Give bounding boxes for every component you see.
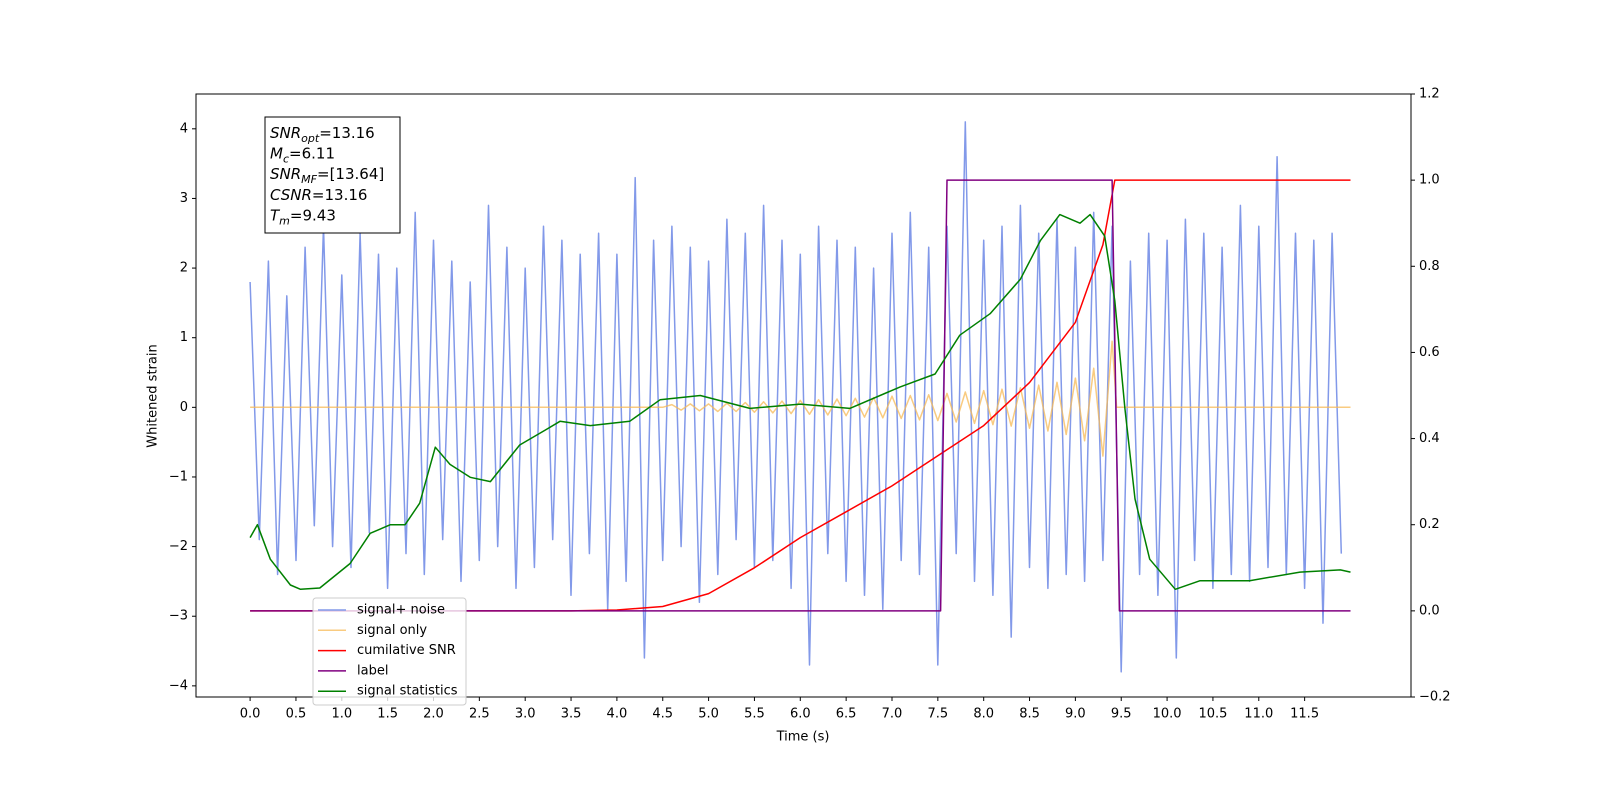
annotation-subscript: c (283, 153, 289, 166)
x-tick-label: 5.5 (744, 707, 765, 722)
x-tick-label: 8.0 (973, 707, 994, 722)
x-tick-label: 1.5 (377, 707, 398, 722)
x-tick-label: 4.5 (652, 707, 673, 722)
x-tick-label: 7.5 (927, 707, 948, 722)
annotation-text: =13.16 (312, 186, 368, 204)
annotation-text: =[13.64] (317, 165, 384, 183)
x-tick-label: 0.0 (240, 707, 261, 722)
x-tick-label: 6.0 (790, 707, 811, 722)
y-axis-label: Whitened strain (146, 344, 161, 447)
legend-label: signal only (357, 623, 427, 638)
annotation-symbol: CSNR (270, 186, 312, 204)
y2-tick-label: 0.2 (1419, 517, 1440, 532)
y-tick-label: −4 (169, 678, 188, 693)
annotation-symbol: SNR (270, 165, 301, 183)
y2-tick-label: 1.2 (1419, 87, 1440, 102)
y2-tick-label: 1.0 (1419, 173, 1440, 188)
annotation-subscript: opt (301, 132, 320, 145)
legend-box (312, 597, 467, 706)
x-tick-label: 10.5 (1198, 707, 1227, 722)
y-tick-label: −1 (169, 469, 188, 484)
x-tick-label: 7.0 (882, 707, 903, 722)
y2-tick-label: 0.8 (1419, 259, 1440, 274)
x-tick-label: 11.0 (1244, 707, 1273, 722)
y2-tick-label: 0.0 (1419, 603, 1440, 618)
annotation-line: SNRMF=[13.64] (270, 165, 384, 186)
x-tick-label: 11.5 (1290, 707, 1319, 722)
series-line (250, 179, 1351, 612)
series-line (250, 179, 1351, 612)
annotation-symbol: SNR (270, 124, 301, 142)
x-tick-label: 9.0 (1065, 707, 1086, 722)
legend-label: signal statistics (357, 684, 458, 699)
x-tick-label: 1.0 (331, 707, 352, 722)
y-tick-label: 2 (180, 261, 188, 276)
annotation-text: =6.11 (289, 145, 335, 163)
plot-frame (195, 93, 1412, 698)
annotation-text: =13.16 (319, 124, 375, 142)
y-tick-label: 0 (180, 400, 188, 415)
series-line (250, 340, 1351, 457)
x-tick-label: 3.0 (515, 707, 536, 722)
annotation: SNRopt=13.16Mc=6.11SNRMF=[13.64]CSNR=13.… (264, 116, 401, 234)
y2-tick-label: 0.6 (1419, 345, 1440, 360)
x-tick-label: 10.0 (1153, 707, 1182, 722)
annotation-symbol: T (270, 206, 281, 224)
x-tick-label: 6.5 (836, 707, 857, 722)
x-tick-label: 5.0 (698, 707, 719, 722)
y2-tick-label: −0.2 (1419, 690, 1451, 705)
legend-label: cumilative SNR (357, 643, 456, 658)
x-tick-label: 9.5 (1111, 707, 1132, 722)
annotation-line: SNRopt=13.16 (270, 124, 375, 145)
annotation-symbol: M (270, 145, 283, 163)
series-line (249, 121, 1343, 673)
x-tick-label: 2.0 (423, 707, 444, 722)
y2-tick-label: 0.4 (1419, 431, 1440, 446)
series-line (249, 213, 1351, 591)
annotation-line: Tm=9.43 (270, 206, 336, 227)
annotation-subscript: m (279, 214, 290, 227)
y-tick-label: 3 (180, 191, 188, 206)
annotation-text: =9.43 (290, 206, 336, 224)
x-tick-label: 3.5 (561, 707, 582, 722)
y-tick-label: −2 (169, 539, 188, 554)
annotation-subscript: MF (301, 173, 317, 186)
legend-label: signal+ noise (357, 603, 445, 618)
x-axis-label: Time (s) (776, 730, 830, 745)
y-tick-label: 1 (180, 330, 188, 345)
y-tick-label: 4 (180, 121, 188, 136)
legend: signal+ noise signal only cumilative SNR la… (312, 597, 467, 706)
x-tick-label: 8.5 (1019, 707, 1040, 722)
y-tick-label: −3 (169, 609, 188, 624)
x-tick-label: 4.0 (607, 707, 628, 722)
annotation-line: Mc=6.11 (270, 145, 335, 166)
x-tick-label: 2.5 (469, 707, 490, 722)
legend-label: label (357, 663, 388, 678)
annotation-line: CSNR=13.16 (270, 186, 367, 204)
x-tick-label: 0.5 (286, 707, 307, 722)
annotation-box (264, 116, 401, 234)
